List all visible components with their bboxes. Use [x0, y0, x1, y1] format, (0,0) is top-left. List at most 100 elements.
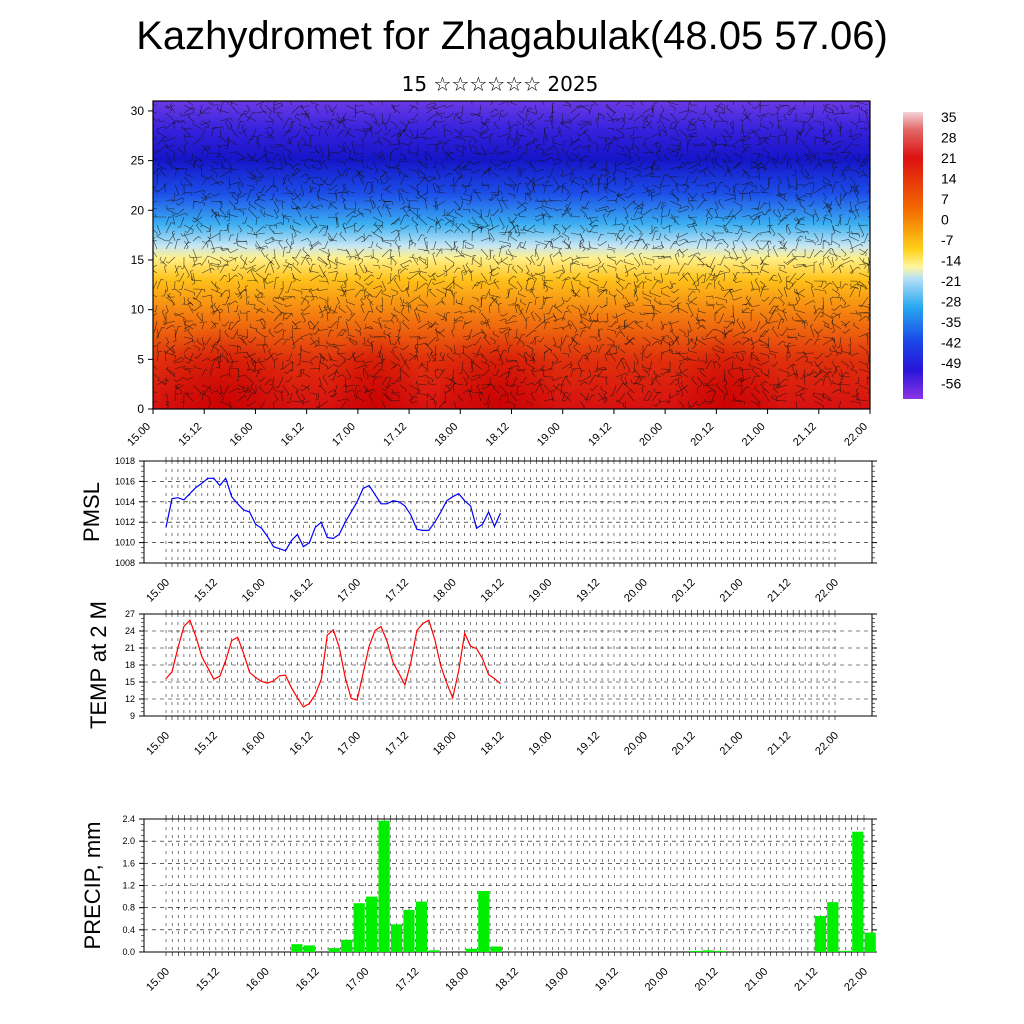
wind-barb [849, 176, 856, 187]
wind-barb [651, 227, 658, 234]
wind-barb [726, 166, 734, 178]
wind-barb [669, 216, 676, 224]
wind-barb [372, 362, 382, 370]
wind-barb [229, 125, 239, 138]
wind-barb [795, 152, 800, 163]
wind-barb [723, 248, 731, 256]
wind-barb [615, 272, 620, 283]
wind-barb [192, 160, 198, 170]
wind-barb [165, 256, 176, 264]
wind-barb [363, 112, 373, 118]
wind-barb [342, 142, 347, 154]
wind-barb [381, 358, 386, 370]
wind-barb [203, 174, 212, 179]
wind-barb [675, 232, 689, 238]
wind-barb [642, 391, 652, 402]
wind-barb [776, 192, 788, 197]
wind-barb [288, 137, 293, 146]
wind-barb [489, 349, 500, 354]
wind-barb [187, 328, 194, 338]
wind-barb [318, 126, 324, 138]
wind-barb [741, 128, 746, 141]
wind-barb [654, 297, 662, 306]
wind-barb [323, 304, 329, 314]
wind-barb [536, 198, 545, 202]
wind-barb [253, 231, 266, 235]
wind-barb [687, 297, 698, 306]
wind-barb [362, 367, 367, 378]
wind-barb [444, 264, 448, 277]
wind-barb [210, 181, 224, 186]
wind-barb [435, 248, 445, 258]
wind-barb [831, 319, 842, 330]
wind-barb [723, 160, 731, 174]
wind-barb [444, 139, 452, 146]
wind-barb [153, 270, 158, 274]
wind-barb [512, 296, 518, 304]
wind-barb [201, 369, 208, 378]
wind-barb [831, 360, 838, 374]
wind-barb [615, 117, 625, 122]
wind-barb [153, 185, 158, 194]
wind-barb [723, 384, 728, 395]
wind-barb [741, 146, 751, 154]
wind-barb [153, 152, 158, 154]
wind-barb [606, 112, 615, 124]
wind-barb [201, 178, 210, 186]
wind-barb [264, 126, 273, 130]
wind-barb [354, 170, 365, 178]
wind-barb [829, 250, 842, 258]
wind-barb [255, 308, 264, 314]
wind-barb [561, 184, 570, 195]
wind-barb [602, 136, 608, 150]
wind-barb [768, 310, 778, 322]
wind-barb [587, 264, 599, 269]
wind-barb [291, 256, 299, 266]
wind-barb [219, 152, 226, 163]
wind-barb [457, 164, 464, 178]
wind-barb [649, 289, 662, 298]
wind-barb [567, 319, 572, 330]
wind-barb [153, 400, 158, 403]
wind-barb [228, 182, 241, 186]
wind-barb [786, 107, 796, 114]
wind-barb [318, 304, 324, 319]
wind-barb [523, 226, 536, 234]
wind-barb [678, 328, 686, 337]
wind-barb [711, 158, 716, 170]
wind-barb [678, 362, 684, 370]
wind-barb [842, 152, 851, 159]
wind-barb [462, 240, 474, 249]
wind-barb [541, 152, 554, 157]
wind-barb [543, 128, 549, 142]
y-tick-label: 18 [125, 660, 135, 670]
wind-barb [455, 222, 464, 234]
wind-barb [734, 397, 743, 402]
wind-barb [318, 226, 327, 234]
wind-barb [616, 392, 626, 402]
wind-barb [201, 146, 210, 154]
wind-barb [633, 168, 641, 174]
wind-barb [265, 280, 275, 284]
wind-barb [806, 248, 815, 259]
wind-barb [444, 229, 453, 234]
wind-barb [530, 136, 536, 144]
wind-barb [156, 328, 160, 339]
wind-barb [378, 350, 383, 362]
wind-barb [354, 110, 366, 114]
wind-barb [798, 220, 806, 226]
wind-barb [669, 176, 679, 188]
wind-barb [498, 394, 506, 402]
wind-barb [363, 310, 372, 322]
wind-barb [425, 104, 437, 109]
wind-barb [587, 274, 599, 282]
wind-barb [491, 295, 500, 306]
wind-barb [597, 168, 609, 174]
wind-barb [696, 386, 702, 394]
wind-barb [164, 264, 168, 274]
wind-barb [572, 289, 581, 298]
wind-barb [381, 120, 388, 130]
wind-barb [813, 208, 820, 222]
wind-barb [237, 336, 245, 344]
wind-barb [862, 152, 869, 163]
